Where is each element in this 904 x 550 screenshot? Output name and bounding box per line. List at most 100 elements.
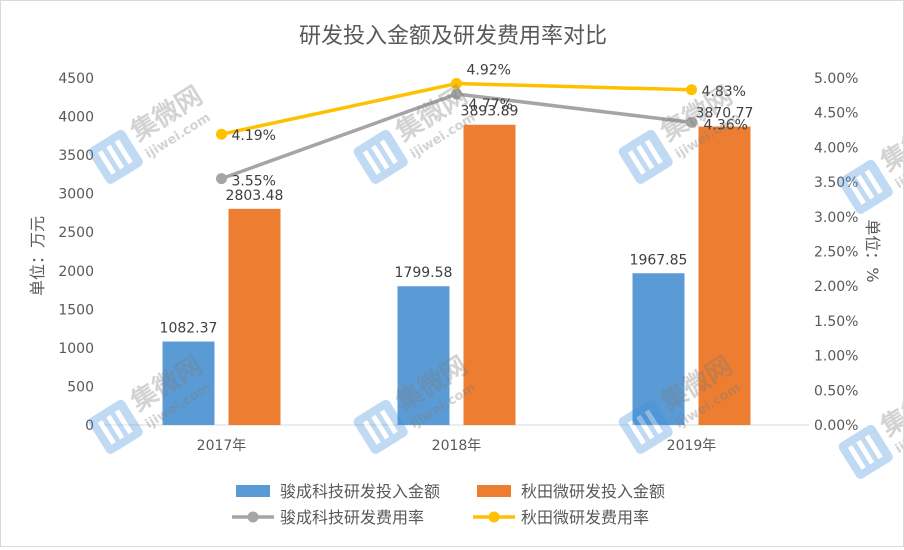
y2-tick-label: 0.00% <box>814 418 858 434</box>
lines-group <box>216 78 697 185</box>
bars-group <box>162 124 751 425</box>
watermark-logo-stroke <box>97 420 116 445</box>
legend-label: 秋田微研发投入金额 <box>521 482 665 501</box>
y-tick-label: 1000 <box>58 341 94 357</box>
watermark-logo-mark <box>618 129 673 184</box>
y2-tick-label: 1.50% <box>814 314 858 330</box>
data-labels-group: 1082.37 1799.58 1967.85 2803.48 3893.89 3870.… <box>160 63 754 337</box>
watermark-logo-mark <box>88 129 143 184</box>
x-tick-label: 2018年 <box>432 438 482 454</box>
legend-marker <box>488 511 500 523</box>
bar <box>162 341 215 425</box>
legend-label: 骏成科技研发费用率 <box>280 508 424 527</box>
watermark-logo-stroke <box>362 150 381 175</box>
line-value-label: 3.55% <box>232 174 276 190</box>
y-tick-label: 4500 <box>58 71 94 87</box>
line-point <box>451 78 462 90</box>
y2-tick-label: 4.00% <box>814 140 858 156</box>
line-point <box>686 116 697 128</box>
watermark-logo-stroke <box>856 439 875 465</box>
y-tick-label: 3000 <box>58 187 94 203</box>
y2-tick-label: 3.50% <box>814 175 858 191</box>
bar <box>698 126 751 425</box>
y-tick-label: 2000 <box>58 264 94 280</box>
watermark-logo-stroke <box>644 409 663 435</box>
watermark-logo-stroke <box>636 414 655 440</box>
y-tick-label: 500 <box>67 379 94 395</box>
watermark-logo-stroke <box>864 169 883 195</box>
watermark-logo-mark <box>618 399 673 454</box>
y2-tick-label: 5.00% <box>814 71 858 87</box>
bar-value-label: 3870.77 <box>696 106 754 122</box>
legend-label: 骏成科技研发投入金额 <box>280 482 440 501</box>
bar-value-label: 1967.85 <box>630 252 688 268</box>
watermark-brand: 集微网 <box>875 110 903 178</box>
y2-tick-label: 3.00% <box>814 210 858 226</box>
legend-swatch <box>236 485 270 497</box>
watermark-logo-stroke <box>106 144 125 170</box>
watermark-logo-mark <box>838 159 893 214</box>
line-value-label: 4.77% <box>469 97 513 113</box>
y2-tick-label: 0.50% <box>814 383 858 399</box>
watermark-brand: 集微网 <box>875 375 903 443</box>
bar <box>228 208 281 425</box>
y-tick-label: 1500 <box>58 302 94 318</box>
watermark-logo-stroke <box>379 139 398 165</box>
legend-label: 秋田微研发费用率 <box>521 508 649 527</box>
x-tick-label: 2019年 <box>667 438 717 454</box>
chart-title: 研发投入金额及研发费用率对比 <box>299 24 607 49</box>
y2-tick-label: 2.50% <box>814 245 858 261</box>
y-tick-label: 3500 <box>58 148 94 164</box>
bar-value-label: 2803.48 <box>226 188 284 204</box>
watermark-logo-stroke <box>379 409 398 435</box>
watermark-logo-stroke <box>847 445 866 470</box>
watermark-logo-stroke <box>114 139 133 165</box>
line-point <box>216 128 227 140</box>
legend-marker <box>247 511 259 523</box>
line-value-label: 4.36% <box>704 117 748 133</box>
watermark-logo-mark <box>353 399 408 454</box>
axes-group: 0 500 1000 1500 2000 2500 3000 3500 4000 4500 0.00… <box>28 71 882 454</box>
watermark-logo-stroke <box>856 174 875 200</box>
y2-axis-title: 单位：% <box>863 219 882 282</box>
bar-value-label: 1799.58 <box>395 265 453 281</box>
watermark-logo-stroke <box>371 414 390 440</box>
watermark-logo-stroke <box>106 414 125 440</box>
line-point <box>451 88 462 100</box>
watermark-logo-stroke <box>644 139 663 165</box>
bar <box>463 124 516 425</box>
watermark-logo-stroke <box>847 180 866 205</box>
watermark-logo-stroke <box>627 420 646 445</box>
y2-tick-label: 2.00% <box>814 279 858 295</box>
watermark-logo-stroke <box>371 144 390 170</box>
watermark-logo-stroke <box>114 409 133 435</box>
bar-value-label: 3893.89 <box>461 104 519 120</box>
y-tick-label: 0 <box>85 418 94 434</box>
watermark-logo-mark <box>838 424 893 479</box>
y-tick-label: 4000 <box>58 110 94 126</box>
line-value-label: 4.19% <box>232 128 276 144</box>
bar <box>397 286 450 425</box>
y-tick-label: 2500 <box>58 225 94 241</box>
line-point <box>686 84 697 96</box>
legend-swatch <box>477 485 511 497</box>
line-value-label: 4.92% <box>467 63 511 79</box>
watermark-logo-mark <box>353 129 408 184</box>
bar-value-label: 1082.37 <box>160 321 218 337</box>
y2-tick-label: 4.50% <box>814 106 858 122</box>
watermark-logo-stroke <box>636 144 655 170</box>
bar <box>632 273 685 425</box>
watermark-logo-stroke <box>97 150 116 175</box>
line-point <box>216 173 227 185</box>
watermark-logo-stroke <box>864 434 883 460</box>
x-tick-label: 2017年 <box>197 438 247 454</box>
watermark-logo-stroke <box>362 420 381 445</box>
y2-tick-label: 1.00% <box>814 349 858 365</box>
line-value-label: 4.83% <box>702 84 746 100</box>
y-axis-title: 单位：万元 <box>28 216 47 296</box>
